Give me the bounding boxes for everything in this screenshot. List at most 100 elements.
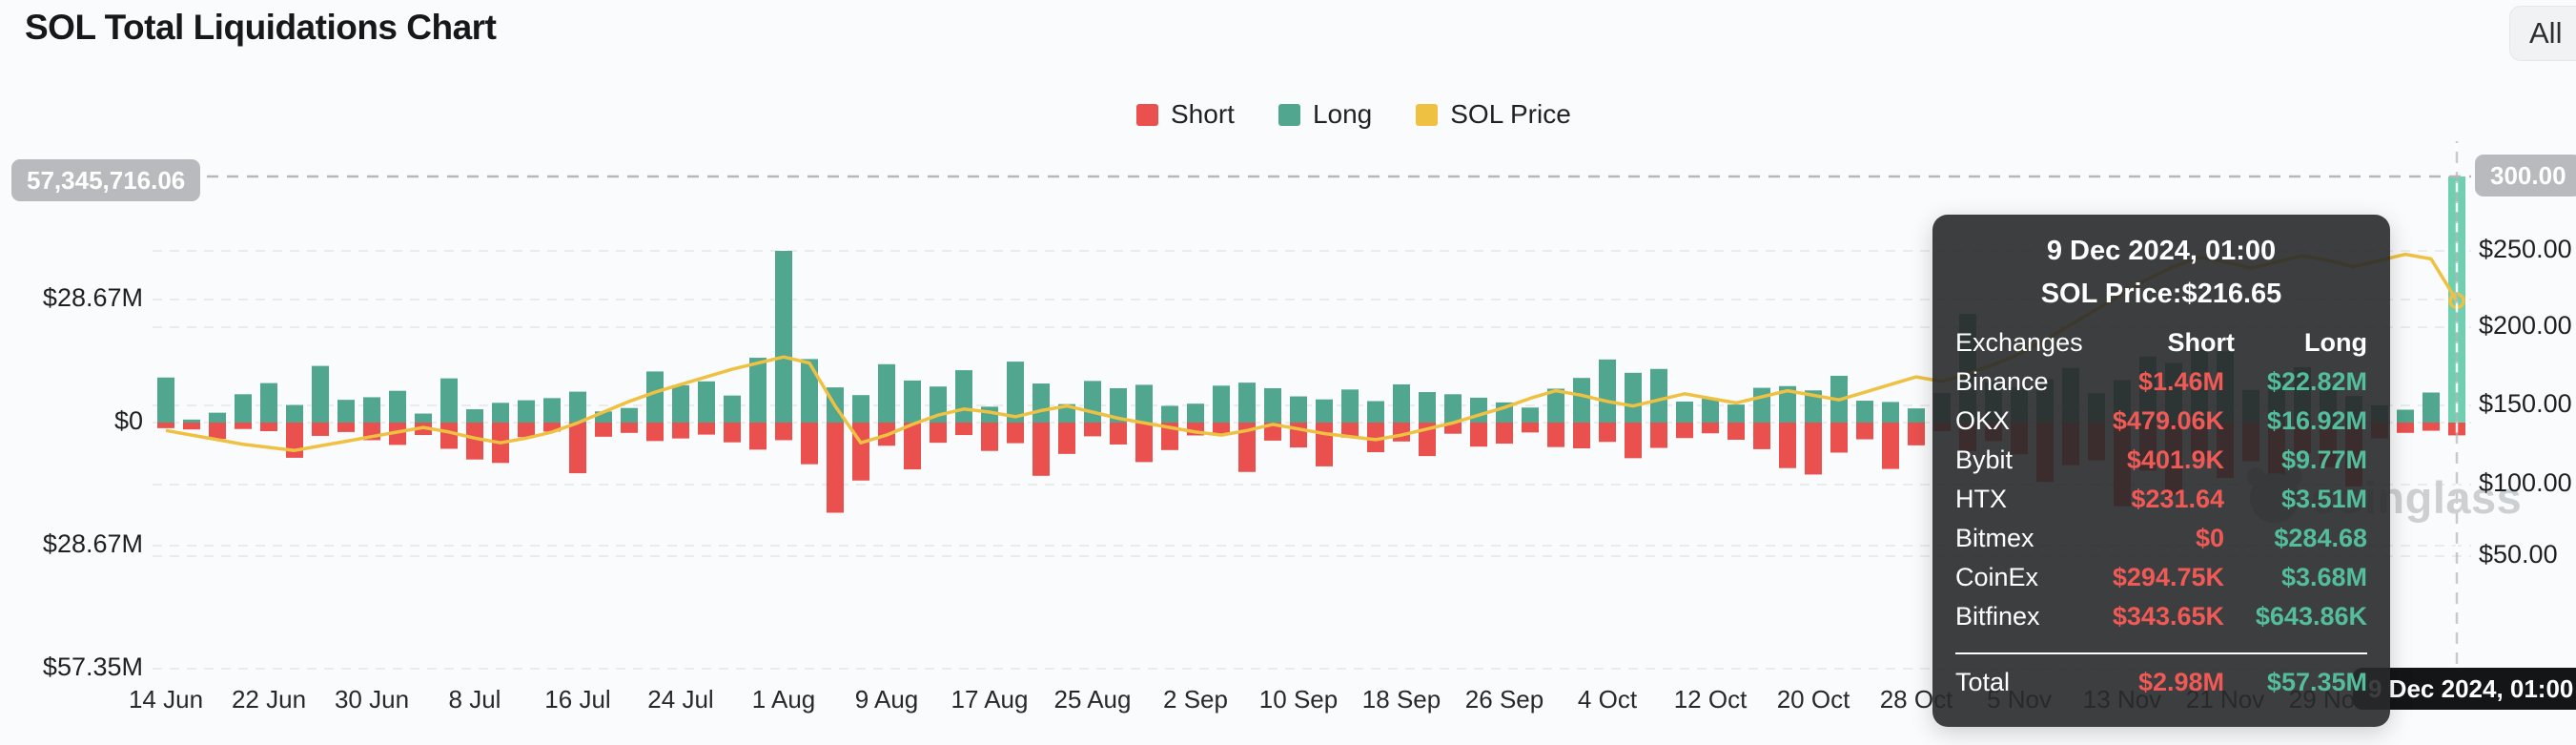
long-bar[interactable]	[749, 358, 767, 423]
long-bar[interactable]	[1728, 404, 1745, 423]
long-bar[interactable]	[852, 395, 869, 423]
short-bar[interactable]	[1110, 423, 1127, 445]
short-bar[interactable]	[1522, 423, 1539, 433]
long-bar[interactable]	[1650, 368, 1667, 423]
short-bar[interactable]	[2423, 423, 2440, 431]
long-bar[interactable]	[209, 412, 226, 423]
short-bar[interactable]	[1882, 423, 1899, 469]
short-bar[interactable]	[595, 423, 612, 437]
long-bar[interactable]	[440, 378, 458, 423]
short-bar[interactable]	[1496, 423, 1513, 445]
short-bar[interactable]	[1547, 423, 1564, 447]
long-bar[interactable]	[1753, 387, 1770, 423]
long-bar[interactable]	[1393, 383, 1410, 423]
long-bar[interactable]	[698, 381, 715, 423]
long-bar[interactable]	[955, 370, 972, 423]
short-bar[interactable]	[698, 423, 715, 435]
long-bar[interactable]	[1058, 404, 1075, 423]
short-bar[interactable]	[775, 423, 792, 441]
short-bar[interactable]	[801, 423, 818, 465]
long-bar[interactable]	[389, 390, 406, 423]
long-bar[interactable]	[1290, 396, 1307, 423]
short-bar[interactable]	[235, 423, 252, 429]
time-range-button[interactable]: All	[2509, 6, 2576, 61]
short-bar[interactable]	[2397, 423, 2414, 433]
short-bar[interactable]	[1625, 423, 1642, 459]
long-bar[interactable]	[286, 404, 303, 423]
long-bar[interactable]	[1779, 385, 1796, 423]
short-bar[interactable]	[312, 423, 329, 436]
long-bar[interactable]	[1419, 392, 1436, 423]
long-bar[interactable]	[646, 371, 664, 423]
short-bar[interactable]	[337, 423, 355, 432]
short-bar[interactable]	[621, 423, 638, 433]
long-bar[interactable]	[724, 395, 741, 423]
long-bar[interactable]	[904, 380, 921, 423]
short-bar[interactable]	[1444, 423, 1462, 434]
long-bar[interactable]	[1547, 388, 1564, 423]
long-bar[interactable]	[235, 394, 252, 423]
long-bar[interactable]	[1599, 359, 1616, 423]
long-bar[interactable]	[1341, 389, 1359, 423]
long-bar[interactable]	[1522, 407, 1539, 423]
short-bar[interactable]	[646, 423, 664, 442]
short-bar[interactable]	[981, 423, 998, 451]
long-bar[interactable]	[1676, 401, 1693, 423]
short-bar[interactable]	[157, 423, 174, 428]
short-bar[interactable]	[1135, 423, 1153, 463]
short-bar[interactable]	[1599, 423, 1616, 443]
long-bar[interactable]	[1882, 402, 1899, 423]
long-bar[interactable]	[1367, 401, 1384, 424]
short-bar[interactable]	[1470, 423, 1487, 447]
short-bar[interactable]	[930, 423, 947, 444]
short-bar[interactable]	[1316, 423, 1333, 466]
short-bar[interactable]	[466, 423, 483, 460]
long-bar[interactable]	[621, 407, 638, 423]
short-bar[interactable]	[1084, 423, 1101, 437]
short-bar[interactable]	[183, 423, 200, 430]
short-bar[interactable]	[1213, 423, 1230, 435]
long-bar[interactable]	[543, 398, 561, 423]
short-bar[interactable]	[1676, 423, 1693, 439]
long-bar[interactable]	[1573, 378, 1590, 423]
legend-item-long[interactable]: Long	[1278, 99, 1372, 130]
short-bar[interactable]	[518, 423, 535, 438]
long-bar[interactable]	[260, 383, 277, 423]
short-bar[interactable]	[1341, 423, 1359, 438]
long-bar[interactable]	[1161, 405, 1178, 423]
short-bar[interactable]	[1702, 423, 1719, 434]
short-bar[interactable]	[1856, 423, 1873, 440]
short-bar[interactable]	[1238, 423, 1256, 472]
long-bar[interactable]	[1316, 399, 1333, 423]
long-bar[interactable]	[183, 419, 200, 423]
long-bar[interactable]	[1470, 397, 1487, 423]
long-bar[interactable]	[1264, 388, 1281, 423]
short-bar[interactable]	[286, 423, 303, 458]
short-bar[interactable]	[543, 423, 561, 432]
short-bar[interactable]	[1367, 423, 1384, 453]
long-bar[interactable]	[1908, 408, 1925, 423]
short-bar[interactable]	[955, 423, 972, 436]
long-bar[interactable]	[415, 413, 432, 423]
short-bar[interactable]	[1753, 423, 1770, 449]
short-bar[interactable]	[1779, 423, 1796, 468]
long-bar[interactable]	[1805, 390, 1822, 423]
short-bar[interactable]	[749, 423, 767, 450]
long-bar[interactable]	[801, 359, 818, 423]
long-bar[interactable]	[775, 251, 792, 423]
short-bar[interactable]	[209, 423, 226, 440]
long-bar[interactable]	[1135, 384, 1153, 423]
short-bar[interactable]	[827, 423, 844, 513]
long-bar[interactable]	[1213, 385, 1230, 423]
short-bar[interactable]	[672, 423, 689, 439]
short-bar[interactable]	[852, 423, 869, 481]
long-bar[interactable]	[1032, 383, 1050, 423]
short-bar[interactable]	[1032, 423, 1050, 476]
short-bar[interactable]	[904, 423, 921, 470]
short-bar[interactable]	[389, 423, 406, 445]
long-bar[interactable]	[1625, 372, 1642, 423]
long-bar[interactable]	[2423, 392, 2440, 424]
long-bar[interactable]	[2397, 409, 2414, 424]
short-bar[interactable]	[724, 423, 741, 443]
long-bar[interactable]	[595, 411, 612, 423]
